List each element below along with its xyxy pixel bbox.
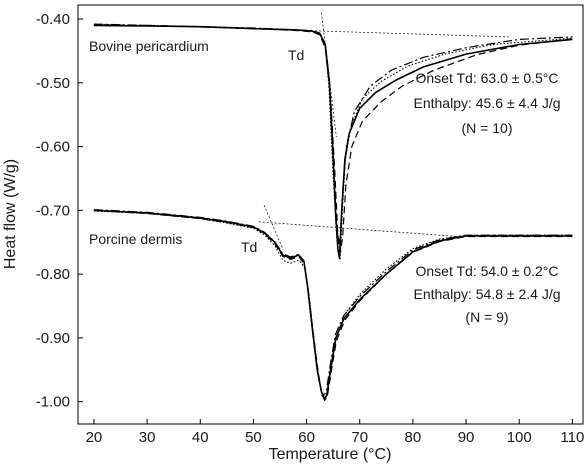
y-axis-title: Heat flow (W/g) [2,159,19,269]
x-tick-label: 20 [86,429,103,446]
ticks-layer: 20 30 40 50 60 70 80 90 100 110 -0.40 -0.50 -0.60 -0.… [36,11,584,446]
stats-label: (N = 10) [462,120,513,136]
onset-tangent-line [263,205,284,251]
baseline-line [99,23,509,38]
reference-lines-layer [99,12,509,251]
x-tick-label: 30 [139,429,156,446]
stats-label: Enthalpy: 45.6 ± 4.4 J/g [414,95,561,111]
sample-name-label: Porcine dermis [89,231,182,247]
x-tick-label: 40 [192,429,209,446]
series-line-dashed [93,24,573,253]
y-tick-label: -0.90 [36,330,70,347]
y-tick-label: -0.50 [36,75,70,92]
x-tick-label: 90 [458,429,475,446]
y-tick-label: -0.40 [36,11,70,28]
stats-label: Onset Td: 63.0 ± 0.5°C [416,70,559,86]
sample-name-label: Bovine pericardium [89,38,209,54]
y-tick-label: -0.70 [36,202,70,219]
x-tick-label: 80 [405,429,422,446]
series-layer [93,23,573,401]
series-line-dotted [93,24,573,261]
x-tick-label: 110 [560,429,584,446]
series-line-dotted [93,210,573,401]
td-label: Td [288,47,304,63]
td-label: Td [241,239,257,255]
stats-label: Onset Td: 54.0 ± 0.2°C [416,263,559,279]
onset-tangent-line [321,12,337,138]
y-tick-label: -0.80 [36,266,70,283]
x-axis-title: Temperature (°C) [269,446,392,463]
x-tick-label: 100 [507,429,532,446]
y-tick-label: -0.60 [36,139,70,156]
x-tick-label: 70 [351,429,368,446]
x-tick-label: 50 [245,429,262,446]
plot-frame [77,4,584,425]
baseline-line [258,221,467,238]
stats-label: Enthalpy: 54.8 ± 2.4 J/g [414,286,561,302]
annotations-layer: Bovine pericardium Td Onset Td: 63.0 ± 0.5… [89,38,561,325]
stats-label: (N = 9) [465,309,508,325]
y-tick-label: -1.00 [36,394,70,411]
x-tick-label: 60 [298,429,315,446]
series-line-dash-dot [93,23,573,246]
